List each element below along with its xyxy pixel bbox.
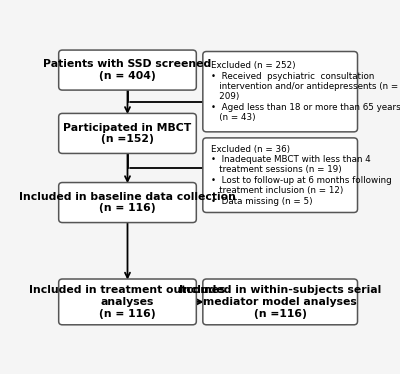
Text: Included in within-subjects serial
mediator model analyses
(n =116): Included in within-subjects serial media… [179,285,381,319]
FancyBboxPatch shape [203,279,358,325]
Text: Excluded (n = 252)
•  Received  psychiatric  consultation
   intervention and/or: Excluded (n = 252) • Received psychiatri… [211,61,400,122]
FancyBboxPatch shape [59,279,196,325]
Text: Included in baseline data collection
(n = 116): Included in baseline data collection (n … [19,192,236,213]
FancyBboxPatch shape [59,183,196,223]
FancyBboxPatch shape [59,113,196,153]
Text: Included in treatment outcomes
analyses
(n = 116): Included in treatment outcomes analyses … [29,285,226,319]
Text: Patients with SSD screened
(n = 404): Patients with SSD screened (n = 404) [43,59,212,81]
Text: Excluded (n = 36)
•  Inadequate MBCT with less than 4
   treatment sessions (n =: Excluded (n = 36) • Inadequate MBCT with… [211,145,392,206]
FancyBboxPatch shape [59,50,196,90]
Text: Participated in MBCT
(n =152): Participated in MBCT (n =152) [63,123,192,144]
FancyBboxPatch shape [203,138,358,212]
FancyBboxPatch shape [203,52,358,132]
